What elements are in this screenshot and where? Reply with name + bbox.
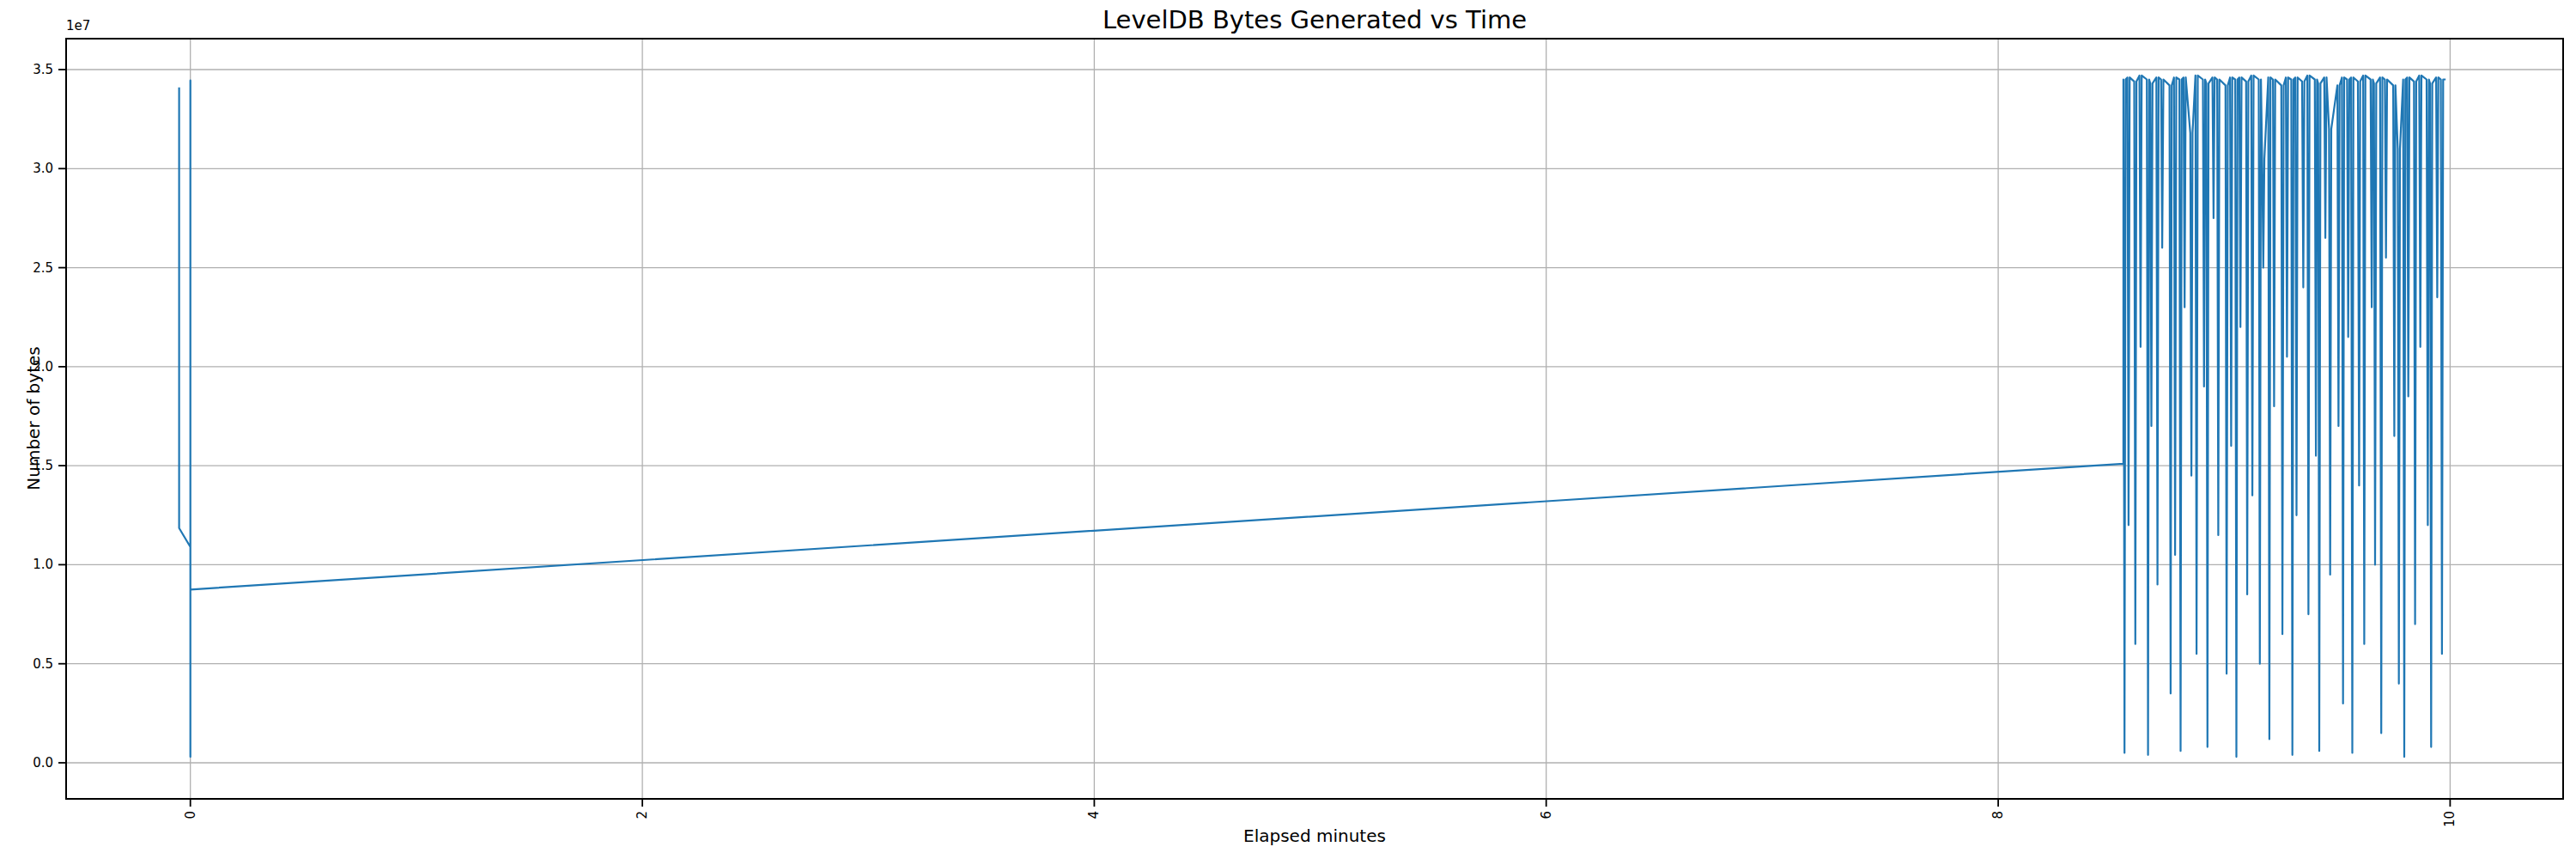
- x-tick-label: 0: [183, 811, 198, 819]
- x-tick-label: 4: [1086, 811, 1102, 819]
- chart-title: LevelDB Bytes Generated vs Time: [1103, 5, 1527, 34]
- y-tick-label: 3.0: [33, 161, 53, 176]
- y-tick-label: 3.5: [33, 62, 53, 77]
- y-tick-label: 0.0: [33, 755, 53, 771]
- data-line: [179, 76, 2446, 757]
- y-axis-offset-label: 1e7: [66, 19, 90, 34]
- y-axis-label: Number of bytes: [23, 346, 44, 490]
- chart-figure: LevelDB Bytes Generated vs Time 1e7 Numb…: [0, 0, 2576, 859]
- axes-frame: [66, 39, 2563, 799]
- x-axis-label: Elapsed minutes: [1243, 825, 1386, 846]
- x-tick-label: 2: [635, 811, 650, 819]
- x-tick-label: 6: [1539, 811, 1554, 819]
- y-tick-label: 2.5: [33, 260, 53, 276]
- y-tick-label: 0.5: [33, 656, 53, 672]
- x-tick-label: 8: [1990, 811, 2006, 819]
- y-tick-label: 1.0: [33, 557, 53, 572]
- plot-area: 02468100.00.51.01.52.02.53.03.5: [0, 0, 2576, 859]
- x-tick-label: 10: [2442, 811, 2458, 827]
